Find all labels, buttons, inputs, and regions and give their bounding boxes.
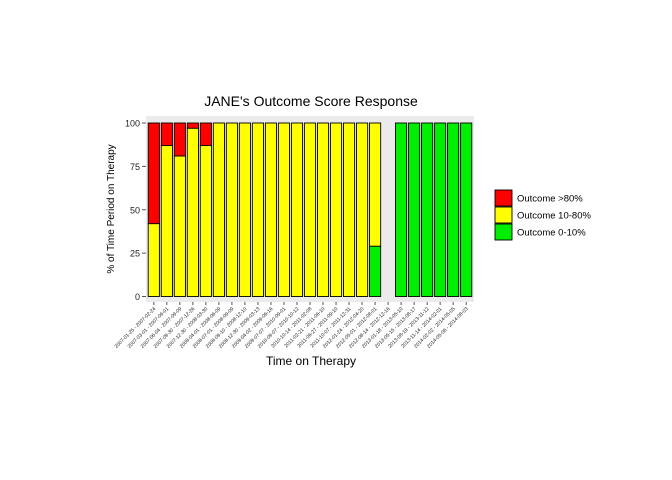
bar-segment: [147, 122, 160, 225]
bar-segment: [199, 122, 212, 147]
bar-segment: [199, 145, 212, 297]
bar-segment: [434, 122, 447, 297]
bar-segment: [447, 122, 460, 297]
legend-label: Outcome >80%: [517, 194, 583, 205]
bar-segment: [356, 122, 369, 297]
bar-segment: [421, 122, 434, 297]
bar-segment: [147, 223, 160, 297]
bar-segment: [160, 145, 173, 297]
bar-segment: [290, 122, 304, 297]
bar-segment: [460, 122, 473, 297]
y-axis: 0 25 50 75 100: [125, 119, 146, 302]
legend: Outcome >80% Outcome 10-80% Outcome 0-10%: [494, 189, 591, 241]
bar-segment: [251, 122, 264, 297]
bar-segment: [225, 122, 238, 297]
legend-swatch: [494, 206, 513, 224]
bar-segment: [395, 122, 408, 297]
bar-layer: [147, 122, 473, 297]
y-tick-label: 0: [135, 292, 140, 302]
legend-label: Outcome 10-80%: [517, 211, 591, 222]
bar-segment: [238, 122, 251, 297]
legend-label: Outcome 0-10%: [517, 228, 586, 239]
bar-segment: [173, 122, 186, 157]
y-axis-label: % of Time Period on Therapy: [106, 144, 117, 273]
bar-segment: [303, 122, 317, 297]
legend-swatch: [494, 223, 513, 241]
y-tick-label: 50: [130, 205, 140, 215]
bar-segment: [343, 122, 356, 297]
bar-segment: [186, 127, 199, 297]
y-tick-label: 100: [125, 119, 140, 129]
bar-segment: [369, 245, 382, 297]
chart-title: JANE's Outcome Score Response: [204, 93, 418, 109]
bar-segment: [277, 122, 291, 297]
y-tick-label: 75: [130, 162, 140, 172]
bar-segment: [316, 122, 330, 297]
legend-swatch: [494, 189, 513, 207]
bar-segment: [329, 122, 343, 297]
bar-segment: [369, 122, 382, 247]
x-axis-label: Time on Therapy: [266, 354, 356, 368]
bar-segment: [212, 122, 225, 297]
bar-segment: [173, 155, 186, 297]
bar-segment: [186, 122, 199, 129]
bar-segment: [160, 122, 173, 147]
bar-segment: [264, 122, 277, 297]
bar-segment: [408, 122, 421, 297]
y-tick-label: 25: [130, 249, 140, 259]
